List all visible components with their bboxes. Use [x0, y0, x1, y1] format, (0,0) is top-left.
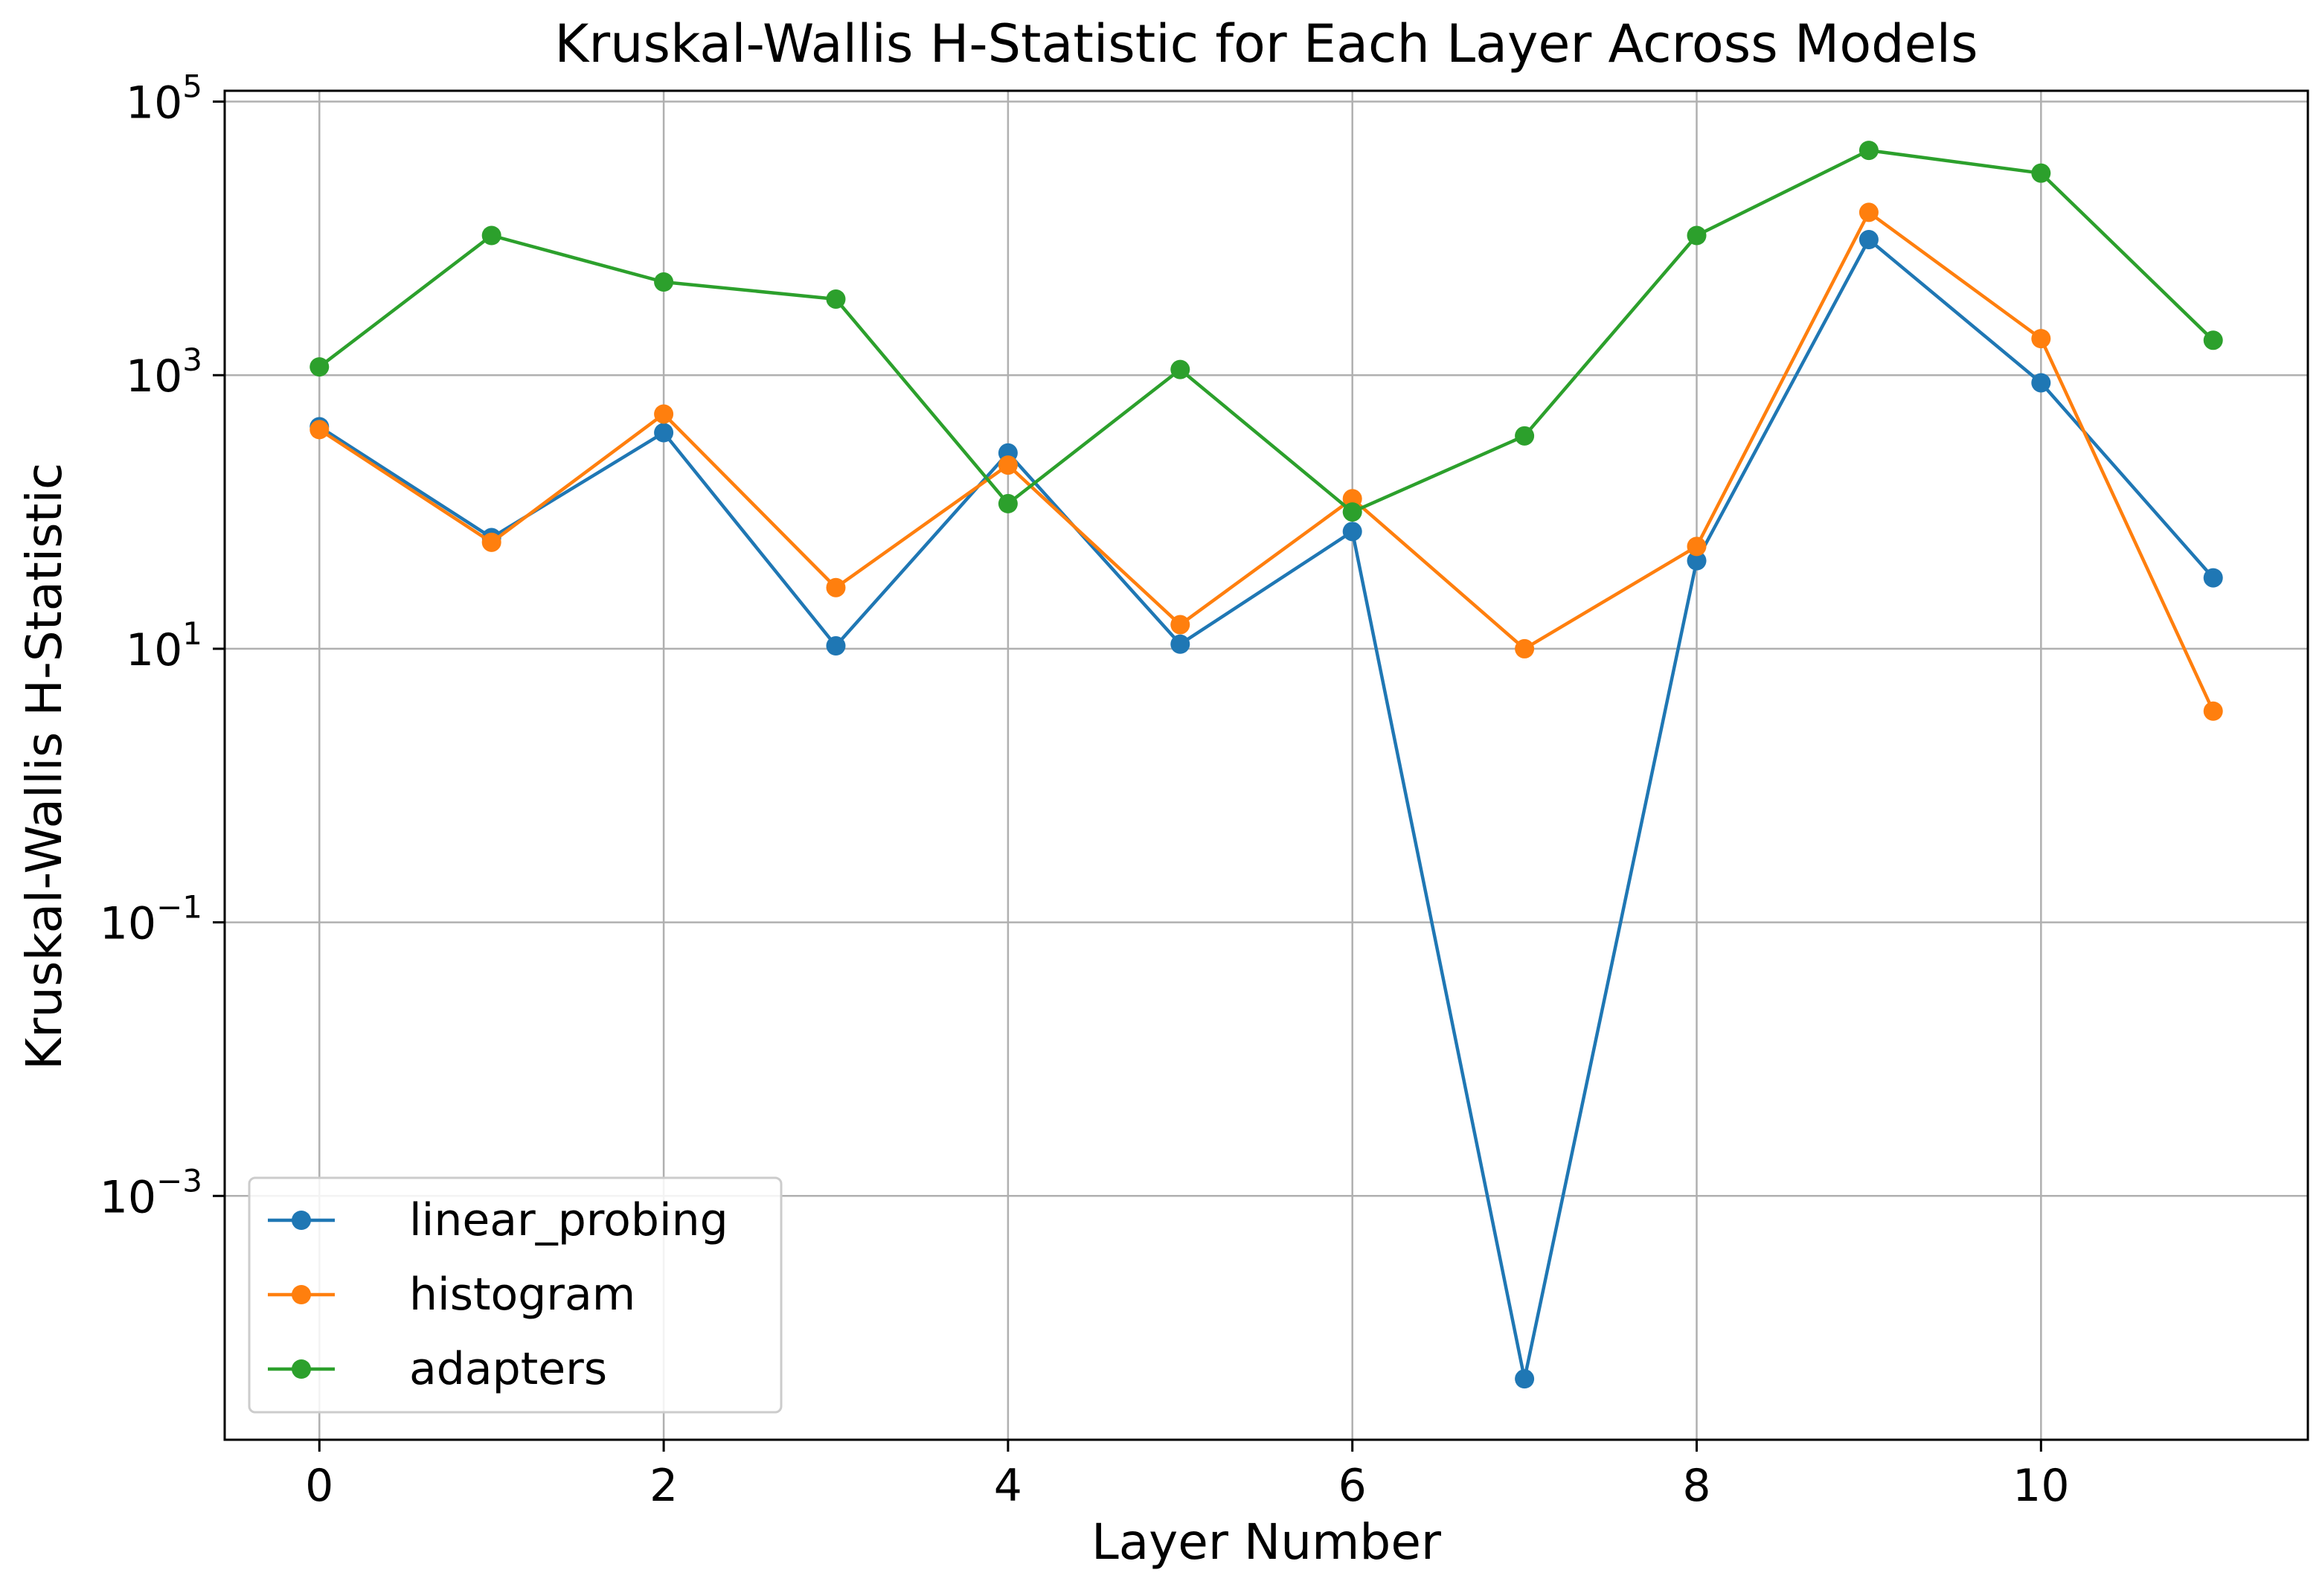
- x-tick-label: 10: [2012, 1460, 2069, 1512]
- y-tick-label: 10−1: [100, 889, 202, 950]
- x-tick-label: 2: [650, 1460, 678, 1512]
- data-point-histogram: [654, 404, 674, 424]
- series-line-histogram: [318, 211, 2215, 712]
- data-point-adapters: [1342, 502, 1362, 522]
- data-point-adapters: [1515, 426, 1535, 446]
- y-tick-label: 101: [126, 615, 202, 676]
- y-axis-label: Kruskal-Wallis H-Statistic: [16, 463, 73, 1070]
- data-point-adapters: [826, 289, 846, 309]
- y-tick-label: 105: [126, 68, 202, 129]
- data-point-histogram: [1858, 202, 1879, 222]
- data-point-adapters: [654, 272, 674, 292]
- x-tick-label: 8: [1682, 1460, 1710, 1512]
- plot-frame: [223, 89, 2309, 1441]
- legend-swatch-marker: [292, 1211, 311, 1230]
- legend-item-histogram[interactable]: histogram: [268, 1269, 635, 1321]
- y-tick-exponent: 5: [182, 68, 202, 105]
- legend-label: adapters: [409, 1343, 607, 1395]
- data-point-histogram: [481, 532, 501, 552]
- data-point-histogram: [998, 455, 1018, 475]
- legend: linear_probing histogram adapters: [248, 1176, 783, 1414]
- grid: [225, 91, 2308, 1440]
- y-tick-base: 10: [100, 898, 156, 950]
- data-point-adapters: [1858, 141, 1879, 161]
- series-layer: [310, 141, 2223, 1389]
- x-tick-label: 0: [305, 1460, 333, 1512]
- legend-item-linear-probing[interactable]: linear_probing: [268, 1194, 728, 1246]
- x-tick-label: 4: [994, 1460, 1022, 1512]
- series-line-linear-probing: [318, 237, 2215, 1381]
- data-point-adapters: [310, 357, 330, 377]
- data-point-linear-probing: [1342, 522, 1362, 542]
- x-axis-label: Layer Number: [1091, 1513, 1442, 1571]
- y-tick-base: 10: [126, 77, 182, 129]
- data-point-adapters: [998, 493, 1018, 513]
- data-point-adapters: [481, 225, 501, 246]
- legend-swatch-marker: [292, 1359, 311, 1379]
- data-point-histogram: [310, 420, 330, 440]
- data-point-histogram: [1342, 489, 1362, 509]
- legend-item-adapters[interactable]: adapters: [268, 1343, 607, 1395]
- data-point-linear-probing: [1858, 230, 1879, 250]
- legend-label: linear_probing: [409, 1194, 728, 1246]
- series-line-adapters: [318, 148, 2215, 514]
- legend-label: histogram: [409, 1269, 635, 1321]
- data-point-histogram: [1170, 615, 1190, 635]
- data-point-adapters: [1687, 225, 1707, 246]
- y-tick-exponent: 1: [182, 615, 202, 652]
- legend-swatch-marker: [292, 1285, 311, 1304]
- series-histogram: [310, 202, 2223, 721]
- data-point-histogram: [1687, 536, 1707, 557]
- chart-title: Kruskal-Wallis H-Statistic for Each Laye…: [554, 13, 1978, 74]
- data-point-linear-probing: [2031, 373, 2051, 393]
- y-tick-exponent: 3: [182, 342, 202, 378]
- y-tick-base: 10: [126, 350, 182, 403]
- data-point-linear-probing: [1687, 551, 1707, 571]
- data-point-linear-probing: [826, 636, 846, 656]
- data-point-linear-probing: [654, 423, 674, 443]
- y-tick-base: 10: [100, 1171, 156, 1223]
- y-tick-label: 103: [126, 342, 202, 403]
- data-point-linear-probing: [1515, 1369, 1535, 1389]
- data-point-histogram: [2031, 329, 2051, 349]
- data-point-linear-probing: [1170, 634, 1190, 654]
- data-point-histogram: [1515, 638, 1535, 658]
- y-tick-exponent: −3: [156, 1162, 202, 1199]
- data-point-histogram: [826, 577, 846, 597]
- data-point-adapters: [1170, 359, 1190, 379]
- y-tick-label: 10−3: [100, 1162, 202, 1223]
- x-axis: 0 2 4 6 8 10: [305, 1440, 2070, 1512]
- y-tick-base: 10: [126, 624, 182, 676]
- data-point-linear-probing: [2203, 568, 2223, 588]
- data-point-adapters: [2203, 330, 2223, 350]
- legend-box: [248, 1176, 783, 1414]
- x-tick-label: 6: [1338, 1460, 1367, 1512]
- data-point-adapters: [2031, 163, 2051, 183]
- series-adapters: [310, 141, 2223, 522]
- y-tick-exponent: −1: [156, 889, 202, 926]
- data-point-histogram: [2203, 701, 2223, 721]
